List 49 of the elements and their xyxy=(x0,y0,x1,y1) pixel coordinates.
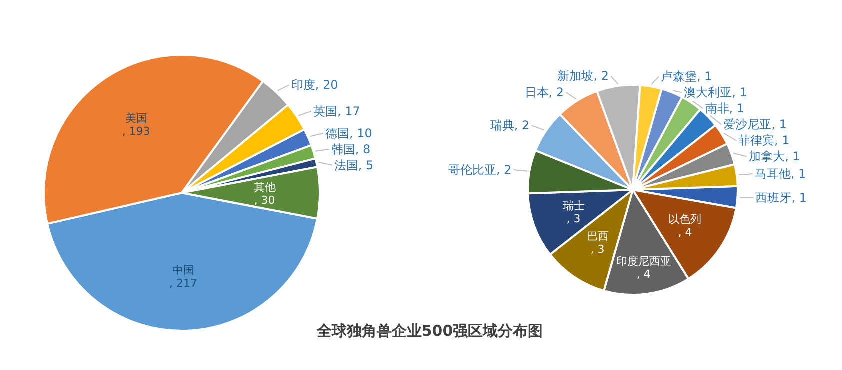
category-label: 加拿大 xyxy=(749,150,786,164)
value-label: , 2 xyxy=(548,85,564,100)
category-label: 其他 xyxy=(254,181,276,194)
category-label: 巴西 xyxy=(586,230,609,244)
category-label: 瑞典 xyxy=(490,118,514,133)
value-label: , 8 xyxy=(355,142,371,156)
value-label: , 1 xyxy=(732,86,748,100)
value-label: , 2 xyxy=(514,118,530,133)
category-label: 马耳他 xyxy=(754,167,791,181)
category-label: 英国 xyxy=(313,104,338,118)
value-label: , 1 xyxy=(790,167,806,181)
category-label: 菲律宾 xyxy=(738,134,775,148)
value-label: , 10 xyxy=(349,126,372,140)
value-label: , 1 xyxy=(696,70,712,84)
category-label: 爱沙尼亚 xyxy=(724,118,772,132)
category-label: 中国 xyxy=(172,264,195,277)
category-label: 美国 xyxy=(125,112,148,125)
category-label: 南非 xyxy=(705,102,730,116)
category-label: 韩国 xyxy=(331,142,356,156)
value-label: , 3 xyxy=(590,243,605,256)
value-label: , 4 xyxy=(636,268,651,281)
category-label: 卢森堡 xyxy=(660,70,697,84)
category-label: 日本 xyxy=(524,85,549,100)
value-label: , 1 xyxy=(772,118,787,132)
category-label: 印度 xyxy=(291,78,316,92)
value-label: , 1 xyxy=(785,150,800,164)
category-label: 西班牙 xyxy=(756,191,792,206)
value-label: , 17 xyxy=(337,104,360,118)
value-label: , 3 xyxy=(566,212,581,226)
value-label: , 1 xyxy=(792,191,807,206)
category-label: 印度尼西亚 xyxy=(616,254,672,268)
value-label: , 1 xyxy=(774,134,790,148)
category-label: 瑞士 xyxy=(562,200,585,213)
category-label: 法国 xyxy=(334,158,358,172)
value-label: , 20 xyxy=(315,78,338,92)
text: 全球独角兽企业500强区域分布图 xyxy=(316,322,544,340)
value-label: , 1 xyxy=(729,102,745,116)
value-label: , 30 xyxy=(254,194,276,207)
value-label: , 2 xyxy=(594,69,609,84)
category-label: 哥伦比亚 xyxy=(448,163,496,178)
category-label: 德国 xyxy=(325,126,350,140)
category-label: 澳大利亚 xyxy=(684,86,732,100)
value-label: , 193 xyxy=(122,124,150,138)
value-label: , 217 xyxy=(170,276,198,290)
category-label: 新加坡 xyxy=(558,69,594,84)
value-label: , 4 xyxy=(678,226,692,240)
value-label: , 5 xyxy=(358,158,374,172)
category-label: 以色列 xyxy=(668,213,702,226)
value-label: , 2 xyxy=(496,163,512,178)
